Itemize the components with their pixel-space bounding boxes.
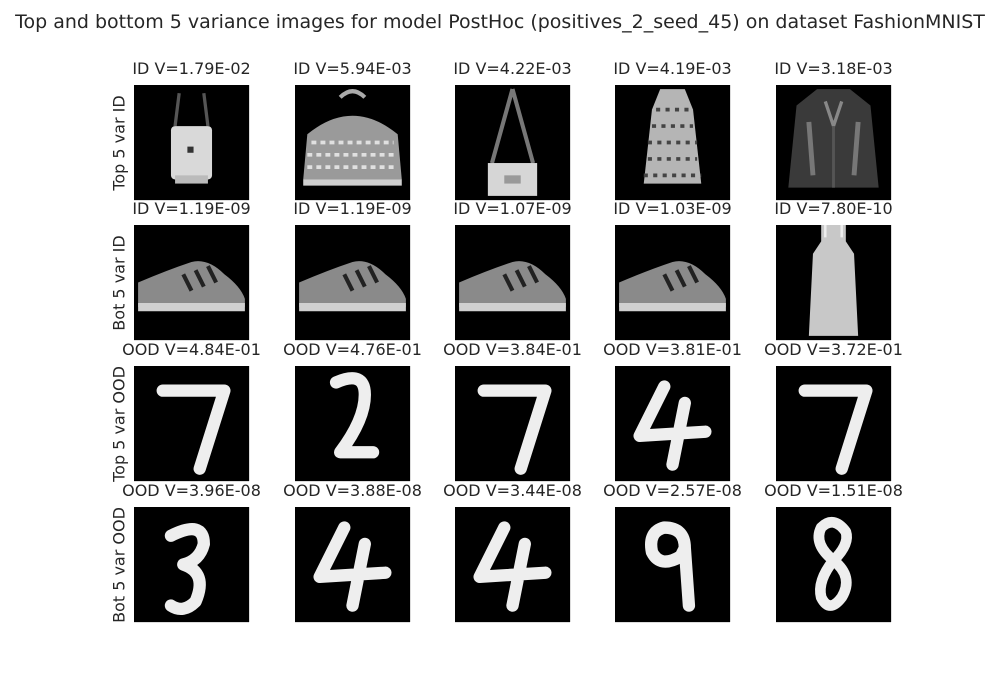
- shoulder-bag-image: [487, 88, 538, 196]
- sneaker-image: [459, 261, 566, 312]
- digit-4-image: [313, 521, 392, 612]
- cell-title: OOD V=2.57E-08: [603, 481, 742, 500]
- cell-title: ID V=1.19E-09: [293, 199, 412, 218]
- row-label: Bot 5 var OOD: [109, 506, 129, 623]
- sneaker-image: [619, 261, 726, 312]
- row-label: Top 5 var OOD: [109, 365, 129, 482]
- row-label: Top 5 var ID: [109, 94, 129, 191]
- digit-3-image: [164, 523, 210, 615]
- cell-title: OOD V=3.96E-08: [122, 481, 261, 500]
- sample-image: [295, 225, 410, 340]
- digit-7-image: [798, 384, 873, 475]
- cell-title: OOD V=3.88E-08: [283, 481, 422, 500]
- figure-title: Top and bottom 5 variance images for mod…: [15, 11, 985, 33]
- cell-title: OOD V=3.72E-01: [764, 340, 903, 359]
- cell-title: ID V=4.22E-03: [453, 59, 572, 78]
- cell-title: OOD V=4.84E-01: [122, 340, 261, 359]
- cell-title: ID V=5.94E-03: [293, 59, 412, 78]
- cell-title: ID V=1.07E-09: [453, 199, 572, 218]
- sample-image: [615, 225, 730, 340]
- sample-image: [134, 366, 249, 481]
- sample-image: [776, 225, 891, 340]
- cell-title: ID V=7.80E-10: [774, 199, 893, 218]
- cell-title: ID V=4.19E-03: [613, 59, 732, 78]
- sample-image: [615, 507, 730, 622]
- sample-image: [776, 507, 891, 622]
- sample-image: [295, 507, 410, 622]
- sample-image: [134, 85, 249, 200]
- cell-title: ID V=1.19E-09: [132, 199, 251, 218]
- sample-image: [615, 366, 730, 481]
- row-label: Bot 5 var ID: [109, 234, 129, 331]
- patterned-dress-image: [643, 89, 702, 184]
- sample-image: [455, 507, 570, 622]
- cell-title: ID V=3.18E-03: [774, 59, 893, 78]
- sample-image: [295, 85, 410, 200]
- cell-title: OOD V=1.51E-08: [764, 481, 903, 500]
- patterned-clutch-bag-image: [303, 89, 402, 186]
- digit-4-image: [633, 380, 712, 471]
- sample-image: [776, 85, 891, 200]
- cell-title: ID V=1.03E-09: [613, 199, 732, 218]
- cell-title: ID V=1.79E-02: [132, 59, 251, 78]
- sample-image: [776, 366, 891, 481]
- cell-title: OOD V=4.76E-01: [283, 340, 422, 359]
- digit-9-image: [645, 521, 696, 612]
- cell-title: OOD V=3.81E-01: [603, 340, 742, 359]
- bag-with-strap-image: [170, 93, 213, 184]
- sample-image: [134, 507, 249, 622]
- dress-image: [808, 225, 859, 336]
- digit-2-image: [329, 372, 380, 459]
- sneaker-image: [299, 261, 406, 312]
- sample-image: [295, 366, 410, 481]
- digit-4-image: [473, 521, 552, 612]
- dark-coat-image: [788, 89, 879, 188]
- digit-8-image: [813, 516, 852, 611]
- sample-image: [615, 85, 730, 200]
- sample-image: [455, 366, 570, 481]
- cell-title: OOD V=3.44E-08: [443, 481, 582, 500]
- sample-image: [455, 85, 570, 200]
- digit-7-image: [477, 384, 552, 475]
- sneaker-image: [138, 261, 245, 312]
- digit-7-image: [156, 384, 231, 475]
- sample-image: [134, 225, 249, 340]
- cell-title: OOD V=3.84E-01: [443, 340, 582, 359]
- sample-image: [455, 225, 570, 340]
